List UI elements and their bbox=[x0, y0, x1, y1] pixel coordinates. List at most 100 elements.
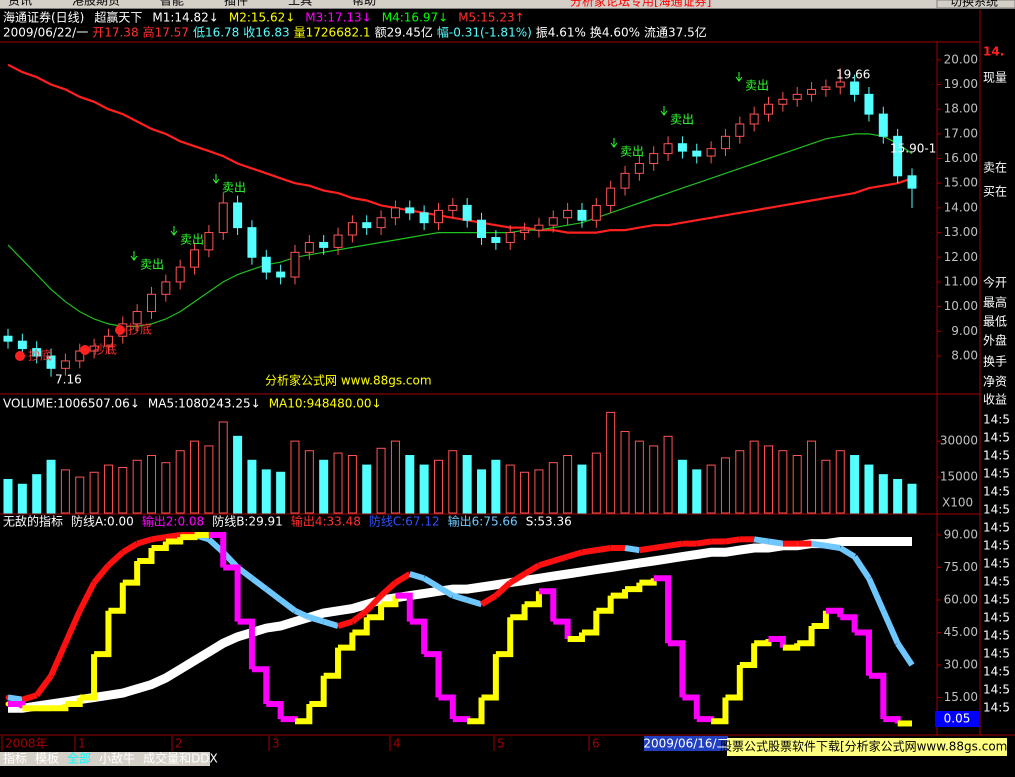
side-label: 外盘 bbox=[983, 333, 1007, 348]
sell-signal: 卖出 bbox=[222, 181, 246, 195]
side-time: 14:5 bbox=[983, 503, 1010, 517]
footer: 股票公式股票软件下载[分析家公式网www.88gs.com] bbox=[720, 739, 1012, 754]
quote-item: 开17.38 bbox=[92, 26, 138, 40]
volume-bar bbox=[204, 445, 214, 514]
volume-bar bbox=[850, 455, 860, 514]
indicator-segment bbox=[696, 716, 715, 723]
candle-body bbox=[720, 135, 730, 150]
candle-body bbox=[333, 234, 343, 248]
buy-signal: 抄底 bbox=[93, 342, 117, 357]
sell-arrow bbox=[735, 72, 743, 82]
indicator-segment bbox=[278, 597, 297, 614]
menu-item[interactable]: 插件 bbox=[224, 0, 248, 8]
volume-bar bbox=[462, 455, 472, 514]
candle-body bbox=[634, 162, 644, 174]
indicator-segment bbox=[782, 643, 801, 651]
candle-body bbox=[103, 335, 113, 347]
candle-body bbox=[247, 227, 257, 258]
indicator-segment bbox=[322, 618, 339, 629]
indicator-segment bbox=[337, 618, 354, 629]
indicator-segment bbox=[395, 592, 413, 622]
volume-bar bbox=[677, 459, 687, 514]
y-tick-label: 18.00 bbox=[944, 102, 978, 116]
menu-item[interactable]: 智能 bbox=[160, 0, 184, 8]
sell-arrow bbox=[610, 138, 618, 148]
side-time: 14:5 bbox=[983, 539, 1010, 553]
low-label: 7.16 bbox=[55, 373, 82, 387]
indicator-segment bbox=[436, 584, 455, 599]
indicator-segment bbox=[538, 588, 557, 622]
indicator-segment bbox=[581, 610, 600, 636]
indicator-segment bbox=[510, 604, 528, 621]
indicator-segment bbox=[379, 580, 398, 598]
indicator-header-item: 防线C:67.12 bbox=[369, 514, 440, 529]
y-tick-label: 90.00 bbox=[944, 527, 978, 541]
volume-bar bbox=[534, 469, 544, 514]
menu-item[interactable]: 资讯 bbox=[8, 0, 32, 8]
side-time: 14:5 bbox=[983, 701, 1010, 715]
menu-item[interactable]: 港股期货 bbox=[72, 0, 120, 8]
side-time: 14:5 bbox=[983, 611, 1010, 625]
candle-body bbox=[850, 81, 860, 95]
indicator-segment bbox=[481, 654, 499, 701]
volume-bar bbox=[792, 455, 802, 514]
indicator-segment bbox=[51, 703, 69, 712]
header-item: 超赢天下 bbox=[94, 10, 142, 25]
candle-body bbox=[405, 207, 415, 214]
candle-body bbox=[233, 202, 243, 229]
indicator-segment bbox=[451, 592, 469, 603]
candle-body bbox=[864, 93, 874, 115]
volume-bar bbox=[491, 459, 501, 514]
indicator-segment bbox=[768, 635, 786, 648]
volume-bar bbox=[89, 471, 99, 514]
tab[interactable]: 指标 bbox=[3, 751, 27, 766]
menu-item[interactable]: 工具 bbox=[288, 0, 312, 8]
indicator-header-item: 防线B:29.91 bbox=[212, 514, 283, 529]
volume-bar bbox=[649, 445, 659, 514]
volume-bar bbox=[505, 464, 515, 514]
y-tick-label: 15000 bbox=[940, 470, 978, 484]
tab[interactable]: 成交量和DDX bbox=[143, 751, 218, 766]
indicator-segment bbox=[8, 700, 26, 709]
indicator-segment bbox=[852, 554, 872, 580]
sell-arrow bbox=[170, 226, 178, 236]
volume-bar bbox=[304, 450, 314, 514]
candle-body bbox=[376, 217, 386, 229]
indicator-segment bbox=[165, 532, 181, 541]
indicator-segment bbox=[625, 582, 643, 593]
volume-bar bbox=[433, 459, 443, 514]
tab[interactable]: 全部 bbox=[67, 751, 91, 766]
sell-arrow bbox=[130, 251, 138, 261]
tab-strip bbox=[0, 752, 210, 766]
menu-item[interactable]: 帮助 bbox=[352, 0, 376, 8]
candle-body bbox=[491, 237, 501, 243]
indicator-segment bbox=[552, 553, 569, 564]
quote-item: 低16.78 bbox=[193, 26, 239, 40]
tab[interactable]: 模板 bbox=[35, 752, 59, 766]
volume-bar bbox=[3, 478, 13, 514]
volume-bar bbox=[692, 469, 702, 514]
indicator-segment bbox=[696, 538, 712, 547]
indicator-header-item: S:53.36 bbox=[526, 515, 572, 529]
indicator-segment bbox=[466, 597, 483, 608]
switch-button-label[interactable]: 切换系统 bbox=[950, 0, 998, 9]
y-tick-label: 45.00 bbox=[944, 625, 978, 639]
switch-button[interactable] bbox=[936, 0, 1015, 9]
candle-body bbox=[620, 172, 630, 189]
candle-body bbox=[3, 335, 13, 342]
candle-body bbox=[462, 204, 472, 221]
candle-body bbox=[878, 113, 888, 137]
date-label: 1 bbox=[78, 737, 86, 751]
y-tick-label: 13.00 bbox=[944, 225, 978, 239]
volume-bar bbox=[347, 455, 357, 514]
volume-unit: X100 bbox=[942, 496, 973, 510]
quote-item: 2009/06/22/一 bbox=[3, 26, 88, 40]
indicator-segment bbox=[639, 578, 657, 586]
y-tick-label: 20.00 bbox=[944, 52, 978, 66]
tab[interactable]: 小敌牛 bbox=[99, 751, 135, 766]
indicator-header-item: 输出6:75.66 bbox=[448, 514, 518, 529]
cursor-date-box bbox=[644, 736, 728, 751]
buy-signal: 抄底 bbox=[28, 348, 52, 363]
candle-body bbox=[577, 209, 587, 221]
